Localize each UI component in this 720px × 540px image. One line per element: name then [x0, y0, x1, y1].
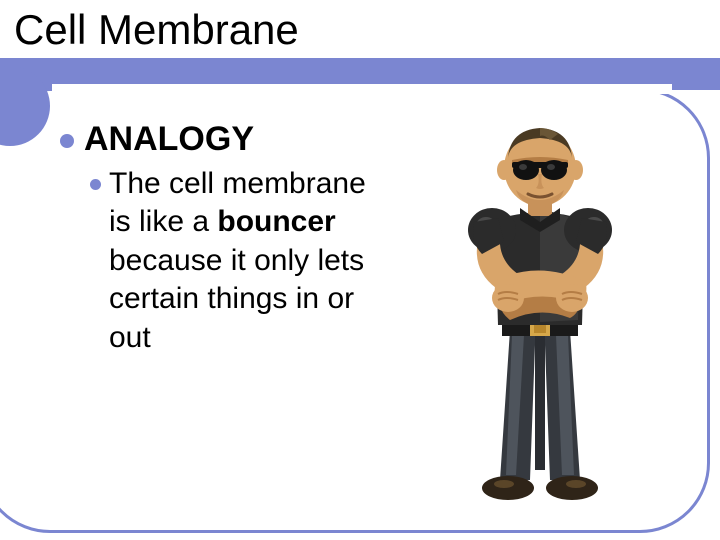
bouncer-illustration — [400, 110, 680, 510]
bullet-dot-icon — [60, 134, 74, 148]
bullet-level1: ANALOGY — [60, 120, 380, 159]
slide-title: Cell Membrane — [14, 6, 305, 54]
bullet-dot-icon — [90, 179, 101, 190]
body-prefix: The — [109, 167, 161, 200]
bullet1-text: ANALOGY — [84, 120, 254, 159]
bullet-level2: The cell membrane is like a bouncer beca… — [90, 165, 380, 357]
content-area: ANALOGY The cell membrane is like a boun… — [60, 120, 380, 357]
body-text: The cell membrane is like a bouncer beca… — [109, 165, 380, 357]
frame-gap — [52, 84, 672, 94]
